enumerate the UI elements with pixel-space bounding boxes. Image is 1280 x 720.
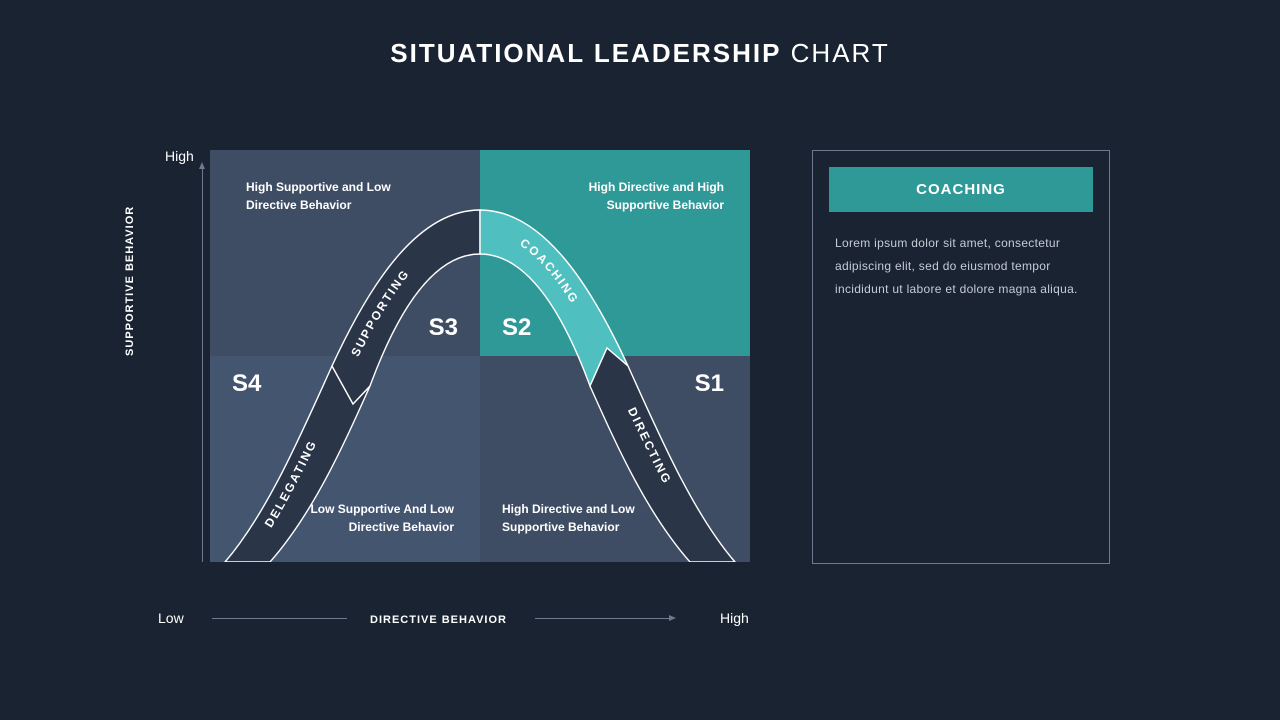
- x-axis-high: High: [720, 610, 749, 626]
- x-axis-line-left: [212, 618, 347, 619]
- info-panel-body: Lorem ipsum dolor sit amet, consectetur …: [829, 212, 1093, 300]
- y-axis-high: High: [165, 148, 194, 164]
- title-thin: CHART: [781, 38, 889, 68]
- quadrant-s2: High Directive and High Supportive Behav…: [480, 150, 750, 356]
- quadrant-s1-code: S1: [695, 370, 724, 398]
- quadrant-s3-desc: High Supportive and Low Directive Behavi…: [246, 178, 396, 214]
- quadrant-s3-code: S3: [429, 314, 458, 342]
- y-axis-arrow: [202, 168, 203, 562]
- quadrant-chart: High Supportive and Low Directive Behavi…: [210, 150, 750, 562]
- x-axis-line-right: [535, 618, 670, 619]
- quadrant-s4-code: S4: [232, 370, 261, 398]
- info-panel-header: COACHING: [829, 167, 1093, 212]
- quadrant-s1-desc: High Directive and Low Supportive Behavi…: [502, 500, 652, 536]
- x-axis-label: DIRECTIVE BEHAVIOR: [370, 614, 507, 626]
- page-title: SITUATIONAL LEADERSHIP CHART: [0, 0, 1280, 69]
- quadrant-s3: High Supportive and Low Directive Behavi…: [210, 150, 480, 356]
- y-axis-label: SUPPORTIVE BEHAVIOR: [124, 206, 136, 356]
- info-panel: COACHING Lorem ipsum dolor sit amet, con…: [812, 150, 1110, 564]
- quadrant-s2-desc: High Directive and High Supportive Behav…: [584, 178, 724, 214]
- quadrant-s4-desc: Low Supportive And Low Directive Behavio…: [304, 500, 454, 536]
- quadrant-s1: S1 High Directive and Low Supportive Beh…: [480, 356, 750, 562]
- quadrant-s2-code: S2: [502, 314, 531, 342]
- x-axis-low: Low: [158, 610, 184, 626]
- title-bold: SITUATIONAL LEADERSHIP: [390, 38, 781, 68]
- quadrant-s4: S4 Low Supportive And Low Directive Beha…: [210, 356, 480, 562]
